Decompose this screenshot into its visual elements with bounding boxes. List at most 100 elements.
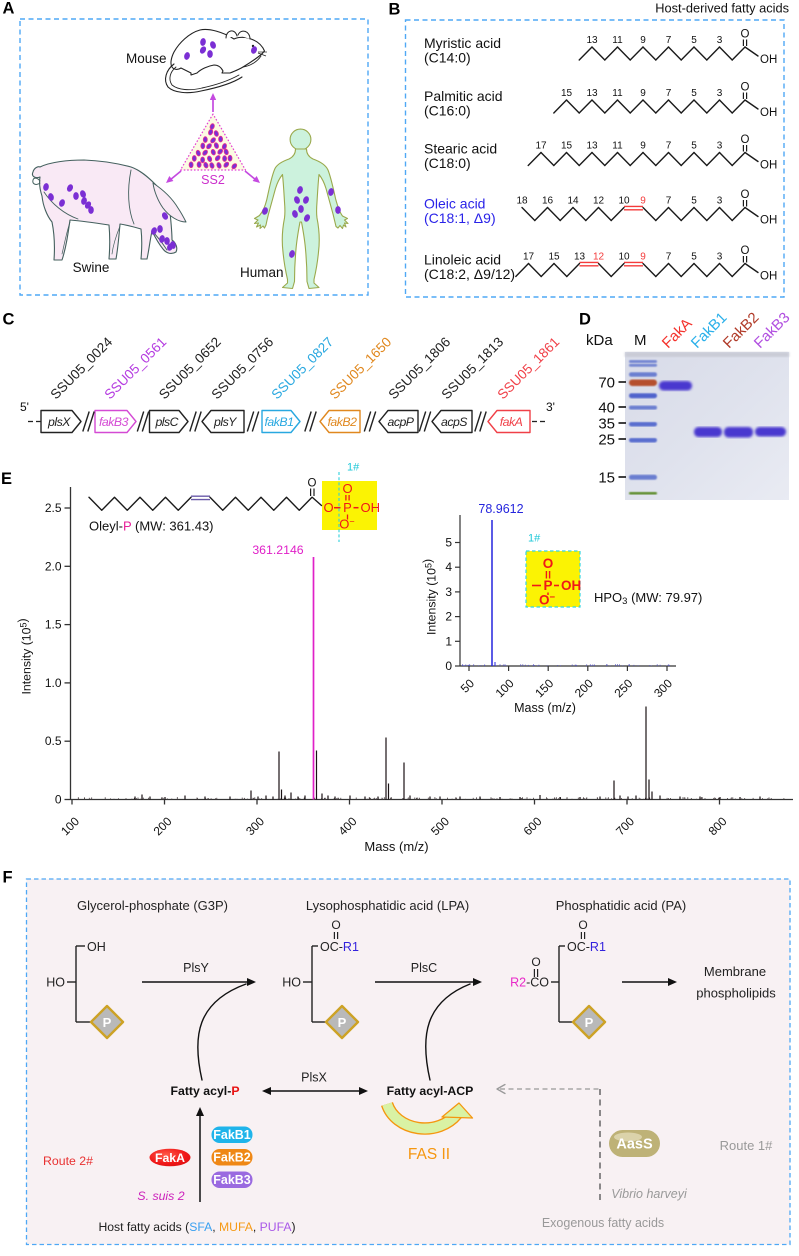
svg-text:R2-CO: R2-CO xyxy=(510,976,549,990)
svg-text:Mass (m/z): Mass (m/z) xyxy=(364,839,428,854)
svg-text:15: 15 xyxy=(561,141,573,152)
svg-text:OC-R1: OC-R1 xyxy=(567,940,606,954)
svg-text:9: 9 xyxy=(640,141,646,152)
svg-text:1.0: 1.0 xyxy=(45,676,62,690)
svg-text:3: 3 xyxy=(717,141,723,152)
svg-text:Vibrio harveyi: Vibrio harveyi xyxy=(611,1187,688,1201)
svg-text:P: P xyxy=(338,1015,347,1030)
svg-text:OH: OH xyxy=(361,500,381,515)
svg-text:5: 5 xyxy=(691,252,697,263)
svg-text:Swine: Swine xyxy=(73,260,110,275)
svg-text:11: 11 xyxy=(612,141,623,152)
svg-text:1#: 1# xyxy=(347,462,360,474)
svg-text:3: 3 xyxy=(717,88,723,99)
svg-text:4: 4 xyxy=(445,560,452,574)
svg-text:361.2146: 361.2146 xyxy=(252,543,303,557)
svg-text:OH: OH xyxy=(87,940,106,954)
svg-text:HO: HO xyxy=(46,976,65,990)
svg-text:E: E xyxy=(1,470,12,488)
svg-text:5: 5 xyxy=(691,196,697,207)
svg-text:2.5: 2.5 xyxy=(45,501,62,515)
svg-text:D: D xyxy=(579,311,591,329)
svg-text:OH: OH xyxy=(760,160,777,172)
svg-text:phospholipids: phospholipids xyxy=(696,986,776,1001)
svg-text:13: 13 xyxy=(574,252,586,263)
svg-text:9: 9 xyxy=(640,196,646,207)
svg-text:OH: OH xyxy=(760,215,777,227)
svg-text:PlsY: PlsY xyxy=(183,961,209,975)
svg-text:O: O xyxy=(741,82,750,94)
svg-text:1#: 1# xyxy=(528,533,541,545)
svg-text:FakB3: FakB3 xyxy=(213,1173,251,1187)
svg-text:2.0: 2.0 xyxy=(45,559,62,573)
svg-text:M: M xyxy=(634,332,647,349)
svg-text:10: 10 xyxy=(618,252,630,263)
svg-text:fakB3: fakB3 xyxy=(99,415,129,429)
svg-text:15: 15 xyxy=(598,470,615,487)
svg-text:13: 13 xyxy=(586,141,598,152)
svg-text:5: 5 xyxy=(691,88,697,99)
svg-text:O: O xyxy=(323,500,333,515)
svg-text:5': 5' xyxy=(20,400,29,414)
svg-text:O: O xyxy=(331,918,340,932)
svg-text:O: O xyxy=(531,955,540,969)
svg-text:9: 9 xyxy=(640,88,646,99)
svg-text:OH: OH xyxy=(760,271,777,283)
svg-text:acpS: acpS xyxy=(441,415,468,429)
svg-text:PlsX: PlsX xyxy=(301,1071,327,1085)
svg-text:10: 10 xyxy=(618,196,630,207)
svg-text:7: 7 xyxy=(666,252,672,263)
svg-text:Palmitic acid: Palmitic acid xyxy=(424,88,503,104)
svg-text:7: 7 xyxy=(666,141,672,152)
svg-text:A: A xyxy=(3,0,15,18)
svg-text:Glycerol-phosphate (G3P): Glycerol-phosphate (G3P) xyxy=(77,898,228,913)
svg-text:plsY: plsY xyxy=(213,415,237,429)
svg-text:FAS II: FAS II xyxy=(408,1146,450,1163)
svg-text:O: O xyxy=(543,556,554,571)
svg-text:PlsC: PlsC xyxy=(411,961,437,975)
svg-text:O: O xyxy=(308,478,317,490)
svg-text:25: 25 xyxy=(598,432,615,449)
svg-text:35: 35 xyxy=(598,416,615,433)
svg-text:9: 9 xyxy=(640,252,646,263)
svg-text:F: F xyxy=(3,869,13,887)
svg-text:FakA: FakA xyxy=(155,1151,185,1165)
svg-text:P: P xyxy=(543,578,552,593)
svg-text:Mass (m/z): Mass (m/z) xyxy=(514,701,576,715)
svg-text:(C18:0): (C18:0) xyxy=(424,155,471,171)
svg-text:0.5: 0.5 xyxy=(45,734,62,748)
svg-text:5: 5 xyxy=(691,141,697,152)
svg-text:(C18:1, Δ9): (C18:1, Δ9) xyxy=(424,210,496,226)
svg-text:fakA: fakA xyxy=(500,415,523,429)
svg-text:plsX: plsX xyxy=(47,415,71,429)
svg-text:kDa: kDa xyxy=(586,332,613,349)
svg-text:3: 3 xyxy=(445,585,452,599)
svg-text:7: 7 xyxy=(666,88,672,99)
svg-text:15: 15 xyxy=(561,88,573,99)
svg-text:17: 17 xyxy=(535,141,547,152)
svg-text:(C16:0): (C16:0) xyxy=(424,103,471,119)
svg-text:12: 12 xyxy=(593,196,605,207)
svg-text:0: 0 xyxy=(55,793,62,807)
svg-text:11: 11 xyxy=(612,35,623,46)
svg-text:Route 2#: Route 2# xyxy=(43,1154,93,1168)
svg-text:B: B xyxy=(389,1,401,19)
svg-text:P: P xyxy=(585,1015,594,1030)
svg-text:40: 40 xyxy=(598,400,615,417)
svg-text:AasS: AasS xyxy=(616,1137,653,1153)
svg-text:Human: Human xyxy=(240,265,284,280)
svg-text:Mouse: Mouse xyxy=(126,51,167,66)
svg-text:fakB1: fakB1 xyxy=(265,415,294,429)
svg-text:2: 2 xyxy=(445,610,452,624)
svg-text:13: 13 xyxy=(586,88,598,99)
svg-text:7: 7 xyxy=(666,196,672,207)
svg-text:3': 3' xyxy=(546,400,555,414)
svg-text:O: O xyxy=(342,481,352,496)
svg-text:Linoleic acid: Linoleic acid xyxy=(424,252,501,268)
svg-text:15: 15 xyxy=(548,252,560,263)
svg-text:Intensity (105): Intensity (105) xyxy=(421,559,439,635)
svg-text:Intensity (105): Intensity (105) xyxy=(16,618,34,694)
svg-text:Oleyl-P (MW: 361.43): Oleyl-P (MW: 361.43) xyxy=(89,519,214,534)
svg-text:SS2: SS2 xyxy=(201,173,225,187)
svg-text:Fatty acyl-ACP: Fatty acyl-ACP xyxy=(387,1084,474,1098)
